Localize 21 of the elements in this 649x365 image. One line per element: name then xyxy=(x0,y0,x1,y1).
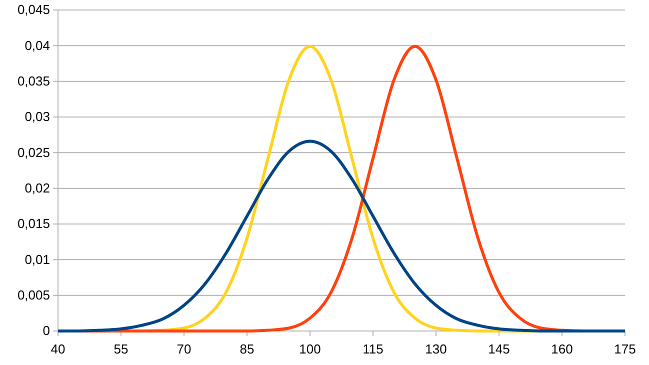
x-tick-label: 175 xyxy=(614,341,636,356)
x-tick-label: 55 xyxy=(114,341,128,356)
x-tick-label: 115 xyxy=(362,341,384,356)
y-tick-label: 0,005 xyxy=(17,287,50,302)
y-tick-label: 0,01 xyxy=(24,252,50,267)
y-tick-label: 0,03 xyxy=(24,109,50,124)
y-tick-label: 0,015 xyxy=(17,216,50,232)
y-tick-label: 0,025 xyxy=(17,144,50,160)
x-tick-label: 130 xyxy=(425,341,447,356)
x-tick-label: 85 xyxy=(240,341,254,356)
y-tick-label: 0 xyxy=(42,323,50,338)
y-tick-label: 0,045 xyxy=(17,2,50,18)
y-tick-label: 0,02 xyxy=(24,180,50,196)
y-tick-label: 0,04 xyxy=(24,38,50,53)
x-tick-label: 40 xyxy=(50,341,66,356)
x-tick-label: 160 xyxy=(551,341,573,356)
x-tick-label: 70 xyxy=(176,341,192,356)
x-tick-label: 100 xyxy=(299,341,321,356)
x-tick-label: 145 xyxy=(488,341,510,356)
line-series xyxy=(56,140,626,332)
y-tick-label: 0,035 xyxy=(17,73,50,88)
